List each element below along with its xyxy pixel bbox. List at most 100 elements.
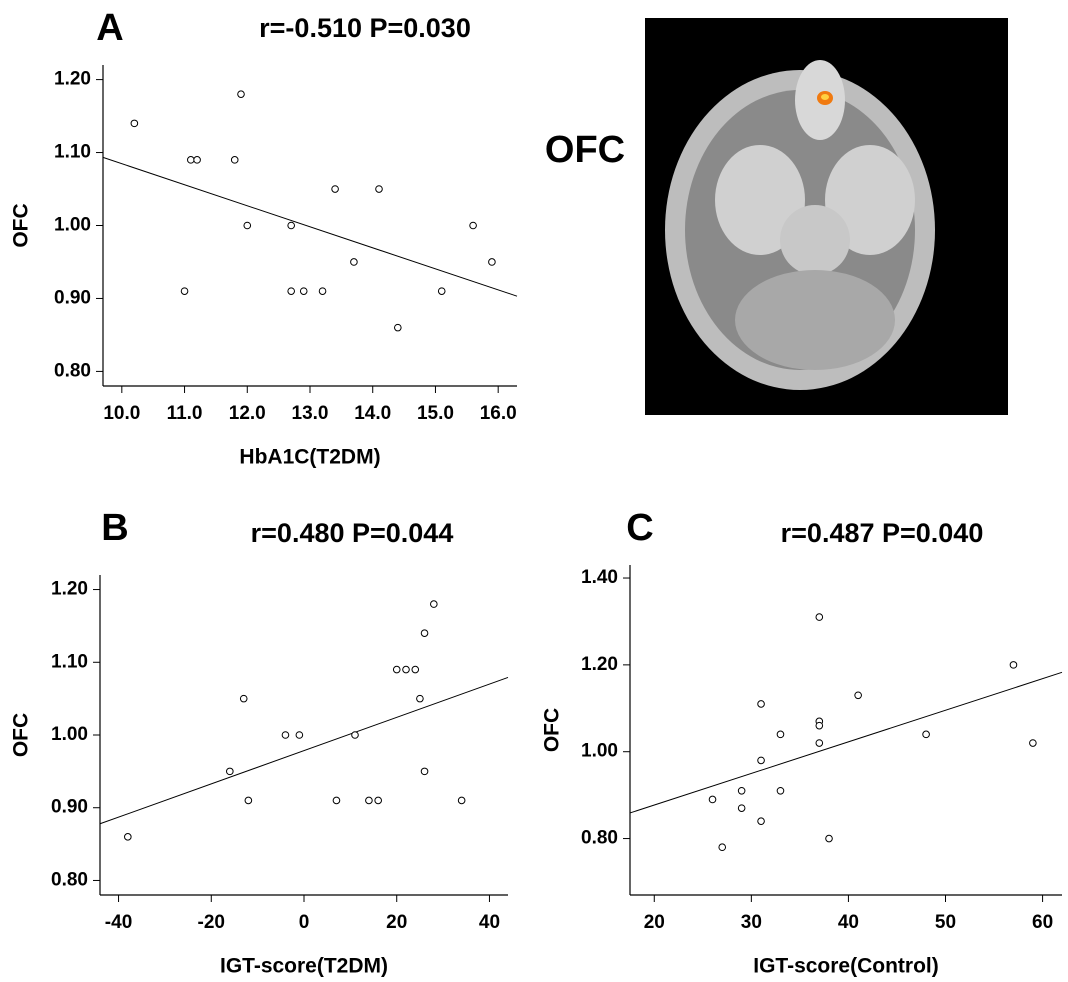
data-point: [421, 768, 428, 775]
figure: OFC Ar=-0.510 P=0.030 HbA1C(T2DM) OFC 0.80 0…: [0, 0, 1068, 982]
data-point: [376, 186, 383, 193]
data-point: [296, 732, 303, 739]
x-tick-label: 15.0: [417, 403, 454, 424]
data-point: [333, 797, 340, 804]
data-point: [738, 787, 745, 794]
data-point: [417, 695, 424, 702]
data-point: [288, 288, 295, 295]
data-point: [245, 797, 252, 804]
data-point: [431, 601, 438, 608]
x-tick-label: 20: [386, 912, 407, 933]
data-point: [188, 157, 195, 164]
data-point: [777, 787, 784, 794]
data-point: [125, 834, 132, 841]
data-point: [231, 157, 238, 164]
data-point: [816, 614, 823, 621]
data-point: [826, 835, 833, 842]
x-tick-label: -40: [105, 912, 132, 933]
y-tick-label: 1.20: [54, 69, 91, 90]
brain-image: [645, 18, 1008, 415]
x-tick-label: 40: [838, 912, 859, 933]
x-tick-label: 11.0: [167, 403, 203, 424]
y-tick-label: 1.00: [54, 215, 91, 236]
data-point: [1010, 662, 1017, 669]
data-point: [240, 695, 247, 702]
data-point: [366, 797, 373, 804]
data-point: [777, 731, 784, 738]
regression-line: [630, 672, 1062, 813]
y-tick-label: 0.80: [51, 869, 88, 890]
data-point: [923, 731, 930, 738]
y-tick-label: 1.10: [54, 142, 91, 163]
x-tick-label: 10.0: [103, 403, 140, 424]
data-point: [403, 666, 410, 673]
y-tick-label: 1.00: [51, 724, 88, 745]
data-point: [395, 324, 402, 331]
y-tick-label: 1.10: [51, 651, 88, 672]
x-tick-label: 20: [644, 912, 665, 933]
data-point: [758, 701, 765, 708]
data-point: [244, 222, 251, 229]
x-tick-label: -20: [198, 912, 225, 933]
data-point: [470, 222, 477, 229]
data-point: [300, 288, 307, 295]
data-point: [351, 259, 358, 266]
data-point: [288, 222, 295, 229]
y-tick-label: 1.40: [581, 567, 618, 588]
data-point: [421, 630, 428, 637]
data-point: [131, 120, 138, 127]
y-axis-label: OFC: [10, 203, 33, 247]
chart-title: r=-0.510 P=0.030: [259, 13, 471, 43]
panel-label: B: [101, 507, 128, 549]
x-tick-label: 12.0: [229, 403, 266, 424]
data-point: [1030, 740, 1037, 747]
x-tick-label: 30: [741, 912, 762, 933]
data-point: [238, 91, 245, 98]
regression-line: [103, 157, 517, 296]
y-axis-label: OFC: [10, 713, 33, 757]
panel-label: A: [96, 7, 123, 49]
data-point: [816, 740, 823, 747]
data-point: [412, 666, 419, 673]
x-axis-label: IGT-score(T2DM): [220, 955, 388, 978]
chart-title: r=0.487 P=0.040: [781, 518, 984, 548]
y-axis-label: OFC: [541, 708, 564, 752]
data-point: [489, 259, 496, 266]
panel-label: C: [626, 507, 653, 549]
data-point: [758, 818, 765, 825]
data-point: [709, 796, 716, 803]
data-point: [816, 722, 823, 729]
chart-title: r=0.480 P=0.044: [251, 518, 454, 548]
x-tick-label: 40: [479, 912, 500, 933]
data-point: [458, 797, 465, 804]
y-tick-label: 0.80: [54, 360, 91, 381]
data-point: [438, 288, 445, 295]
data-point: [393, 666, 400, 673]
data-point: [194, 157, 201, 164]
data-point: [181, 288, 188, 295]
y-tick-label: 1.20: [51, 579, 88, 600]
y-tick-label: 0.90: [54, 287, 91, 308]
x-axis-label: HbA1C(T2DM): [239, 446, 380, 469]
y-tick-label: 0.90: [51, 797, 88, 818]
y-tick-label: 1.00: [581, 741, 618, 762]
data-point: [719, 844, 726, 851]
image-label: OFC: [545, 129, 625, 171]
data-point: [227, 768, 234, 775]
x-tick-label: 13.0: [292, 403, 329, 424]
data-point: [319, 288, 326, 295]
data-point: [332, 186, 339, 193]
x-tick-label: 14.0: [354, 403, 391, 424]
data-point: [738, 805, 745, 812]
data-point: [855, 692, 862, 699]
y-tick-label: 1.20: [581, 654, 618, 675]
y-tick-label: 0.80: [581, 828, 618, 849]
x-tick-label: 50: [935, 912, 956, 933]
x-tick-label: 16.0: [480, 403, 517, 424]
x-tick-label: 60: [1032, 912, 1053, 933]
x-tick-label: 0: [299, 912, 310, 933]
regression-line: [100, 677, 508, 823]
data-point: [282, 732, 289, 739]
data-point: [352, 732, 359, 739]
data-point: [375, 797, 382, 804]
